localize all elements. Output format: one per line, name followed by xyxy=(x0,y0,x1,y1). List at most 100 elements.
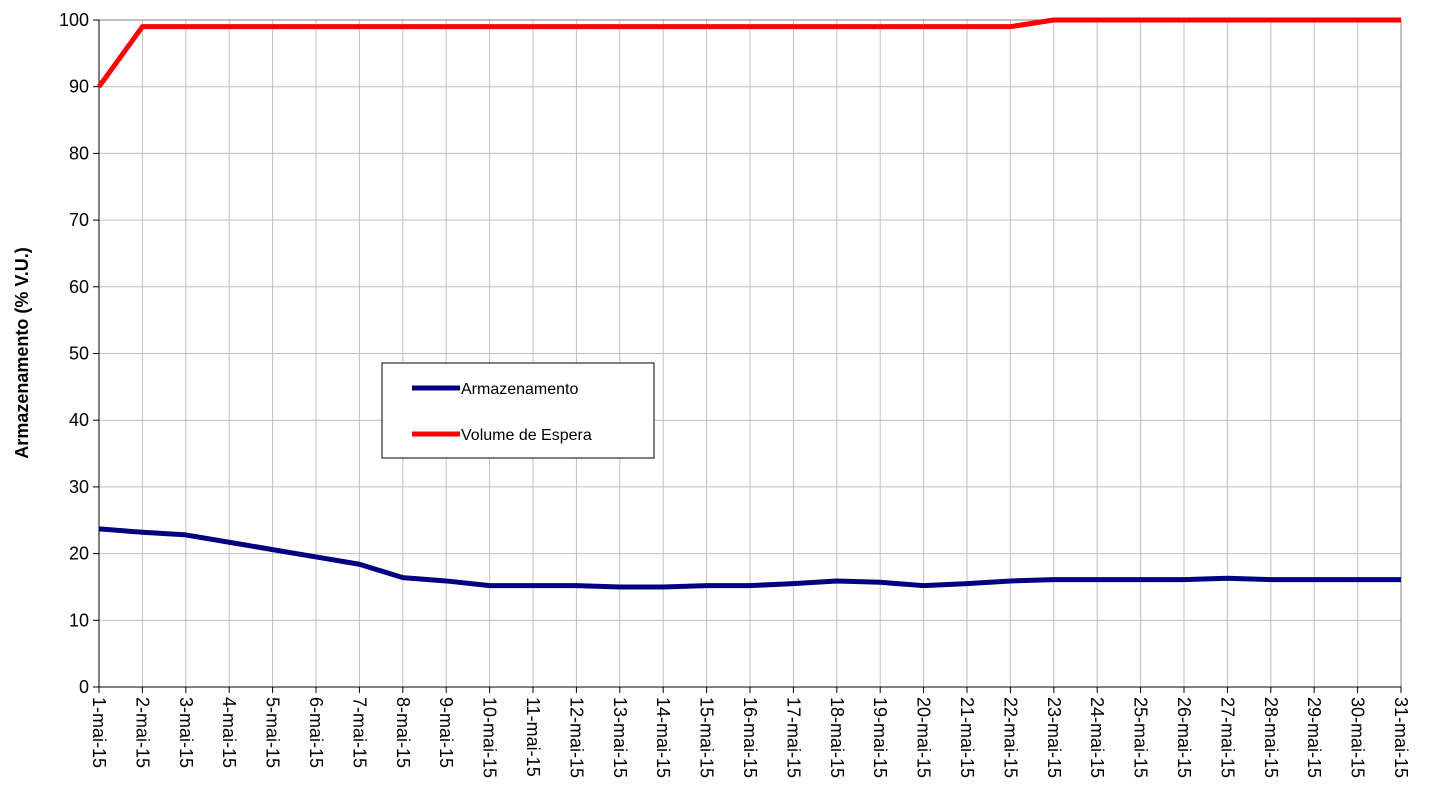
data-point xyxy=(227,24,232,29)
data-point xyxy=(1268,577,1273,582)
data-point xyxy=(791,24,796,29)
tick-labels: 0 10 20 30 40 50 60 70 80 90 100 1-mai-15 2-mai-15 3-… xyxy=(59,10,1411,778)
y-tick-label: 10 xyxy=(69,610,89,630)
data-point xyxy=(357,24,362,29)
data-point xyxy=(878,24,883,29)
data-point xyxy=(791,581,796,586)
x-tick-label: 14-mai-15 xyxy=(653,697,673,778)
x-tick-label: 29-mai-15 xyxy=(1304,697,1324,778)
data-point xyxy=(921,583,926,588)
y-tick-label: 30 xyxy=(69,477,89,497)
data-point xyxy=(704,24,709,29)
x-tick-label: 9-mai-15 xyxy=(436,697,456,768)
data-point xyxy=(574,583,579,588)
data-point xyxy=(1182,577,1187,582)
x-tick-label: 10-mai-15 xyxy=(480,697,500,778)
data-point xyxy=(1051,18,1056,23)
gridlines xyxy=(99,19,1402,687)
x-tick-label: 12-mai-15 xyxy=(566,697,586,778)
data-point xyxy=(270,24,275,29)
data-point xyxy=(97,526,102,531)
series-volume-de-espera xyxy=(96,17,1401,89)
data-point xyxy=(270,547,275,552)
data-point xyxy=(1312,577,1317,582)
data-point xyxy=(748,24,753,29)
data-point xyxy=(487,24,492,29)
x-tick-label: 11-mai-15 xyxy=(523,697,543,777)
x-tick-label: 25-mai-15 xyxy=(1131,697,1151,778)
axes xyxy=(93,19,1402,693)
data-point xyxy=(704,583,709,588)
legend-label: Volume de Espera xyxy=(461,427,592,444)
data-point xyxy=(1268,18,1273,23)
data-point xyxy=(1225,18,1230,23)
data-point xyxy=(1355,18,1360,23)
data-point xyxy=(1095,577,1100,582)
data-point xyxy=(1008,578,1013,583)
data-point xyxy=(1138,577,1143,582)
legend: Armazenamento Volume de Espera xyxy=(381,362,655,459)
x-tick-label: 7-mai-15 xyxy=(349,697,369,768)
data-point xyxy=(140,24,145,29)
x-tick-label: 27-mai-15 xyxy=(1217,697,1237,778)
series-line xyxy=(96,17,1401,89)
data-point xyxy=(1399,577,1404,582)
x-tick-label: 20-mai-15 xyxy=(914,697,934,778)
data-point xyxy=(661,24,666,29)
data-point xyxy=(183,24,188,29)
data-point xyxy=(921,24,926,29)
data-point xyxy=(1225,576,1230,581)
y-tick-label: 70 xyxy=(69,210,89,230)
data-point xyxy=(834,24,839,29)
data-point xyxy=(314,554,319,559)
x-tick-label: 24-mai-15 xyxy=(1087,697,1107,778)
data-point xyxy=(748,583,753,588)
y-axis-title: Armazenamento (% V.U.) xyxy=(12,247,32,458)
data-point xyxy=(1182,18,1187,23)
data-point xyxy=(357,562,362,567)
data-point xyxy=(661,584,666,589)
data-point xyxy=(834,578,839,583)
legend-item: Armazenamento xyxy=(412,381,578,398)
data-point xyxy=(400,24,405,29)
data-point xyxy=(444,578,449,583)
y-tick-label: 80 xyxy=(69,143,89,163)
x-tick-label: 4-mai-15 xyxy=(219,697,239,768)
x-tick-label: 21-mai-15 xyxy=(957,697,977,778)
x-tick-label: 28-mai-15 xyxy=(1261,697,1281,778)
data-point xyxy=(965,24,970,29)
data-point xyxy=(487,583,492,588)
data-point xyxy=(1312,18,1317,23)
x-tick-label: 22-mai-15 xyxy=(1000,697,1020,778)
y-tick-label: 20 xyxy=(69,544,89,564)
y-tick-label: 90 xyxy=(69,77,89,97)
x-tick-label: 16-mai-15 xyxy=(740,697,760,778)
data-point xyxy=(227,540,232,545)
data-point xyxy=(965,581,970,586)
data-point xyxy=(878,580,883,585)
x-tick-label: 5-mai-15 xyxy=(263,697,283,768)
series-lines xyxy=(96,17,1404,590)
data-point xyxy=(97,84,102,89)
data-point xyxy=(140,530,145,535)
x-tick-label: 1-mai-15 xyxy=(89,697,109,768)
data-point xyxy=(1138,18,1143,23)
x-tick-label: 26-mai-15 xyxy=(1174,697,1194,778)
data-point xyxy=(617,584,622,589)
data-point xyxy=(531,24,536,29)
series-armazenamento xyxy=(97,526,1404,590)
data-point xyxy=(1095,18,1100,23)
x-tick-label: 8-mai-15 xyxy=(393,697,413,768)
data-point xyxy=(1008,24,1013,29)
data-point xyxy=(1355,577,1360,582)
x-tick-label: 3-mai-15 xyxy=(176,697,196,768)
x-tick-label: 30-mai-15 xyxy=(1348,697,1368,778)
data-point xyxy=(400,575,405,580)
x-tick-label: 6-mai-15 xyxy=(306,697,326,768)
legend-item: Volume de Espera xyxy=(412,427,592,444)
x-tick-label: 17-mai-15 xyxy=(783,697,803,778)
data-point xyxy=(617,24,622,29)
y-tick-label: 0 xyxy=(79,677,89,697)
